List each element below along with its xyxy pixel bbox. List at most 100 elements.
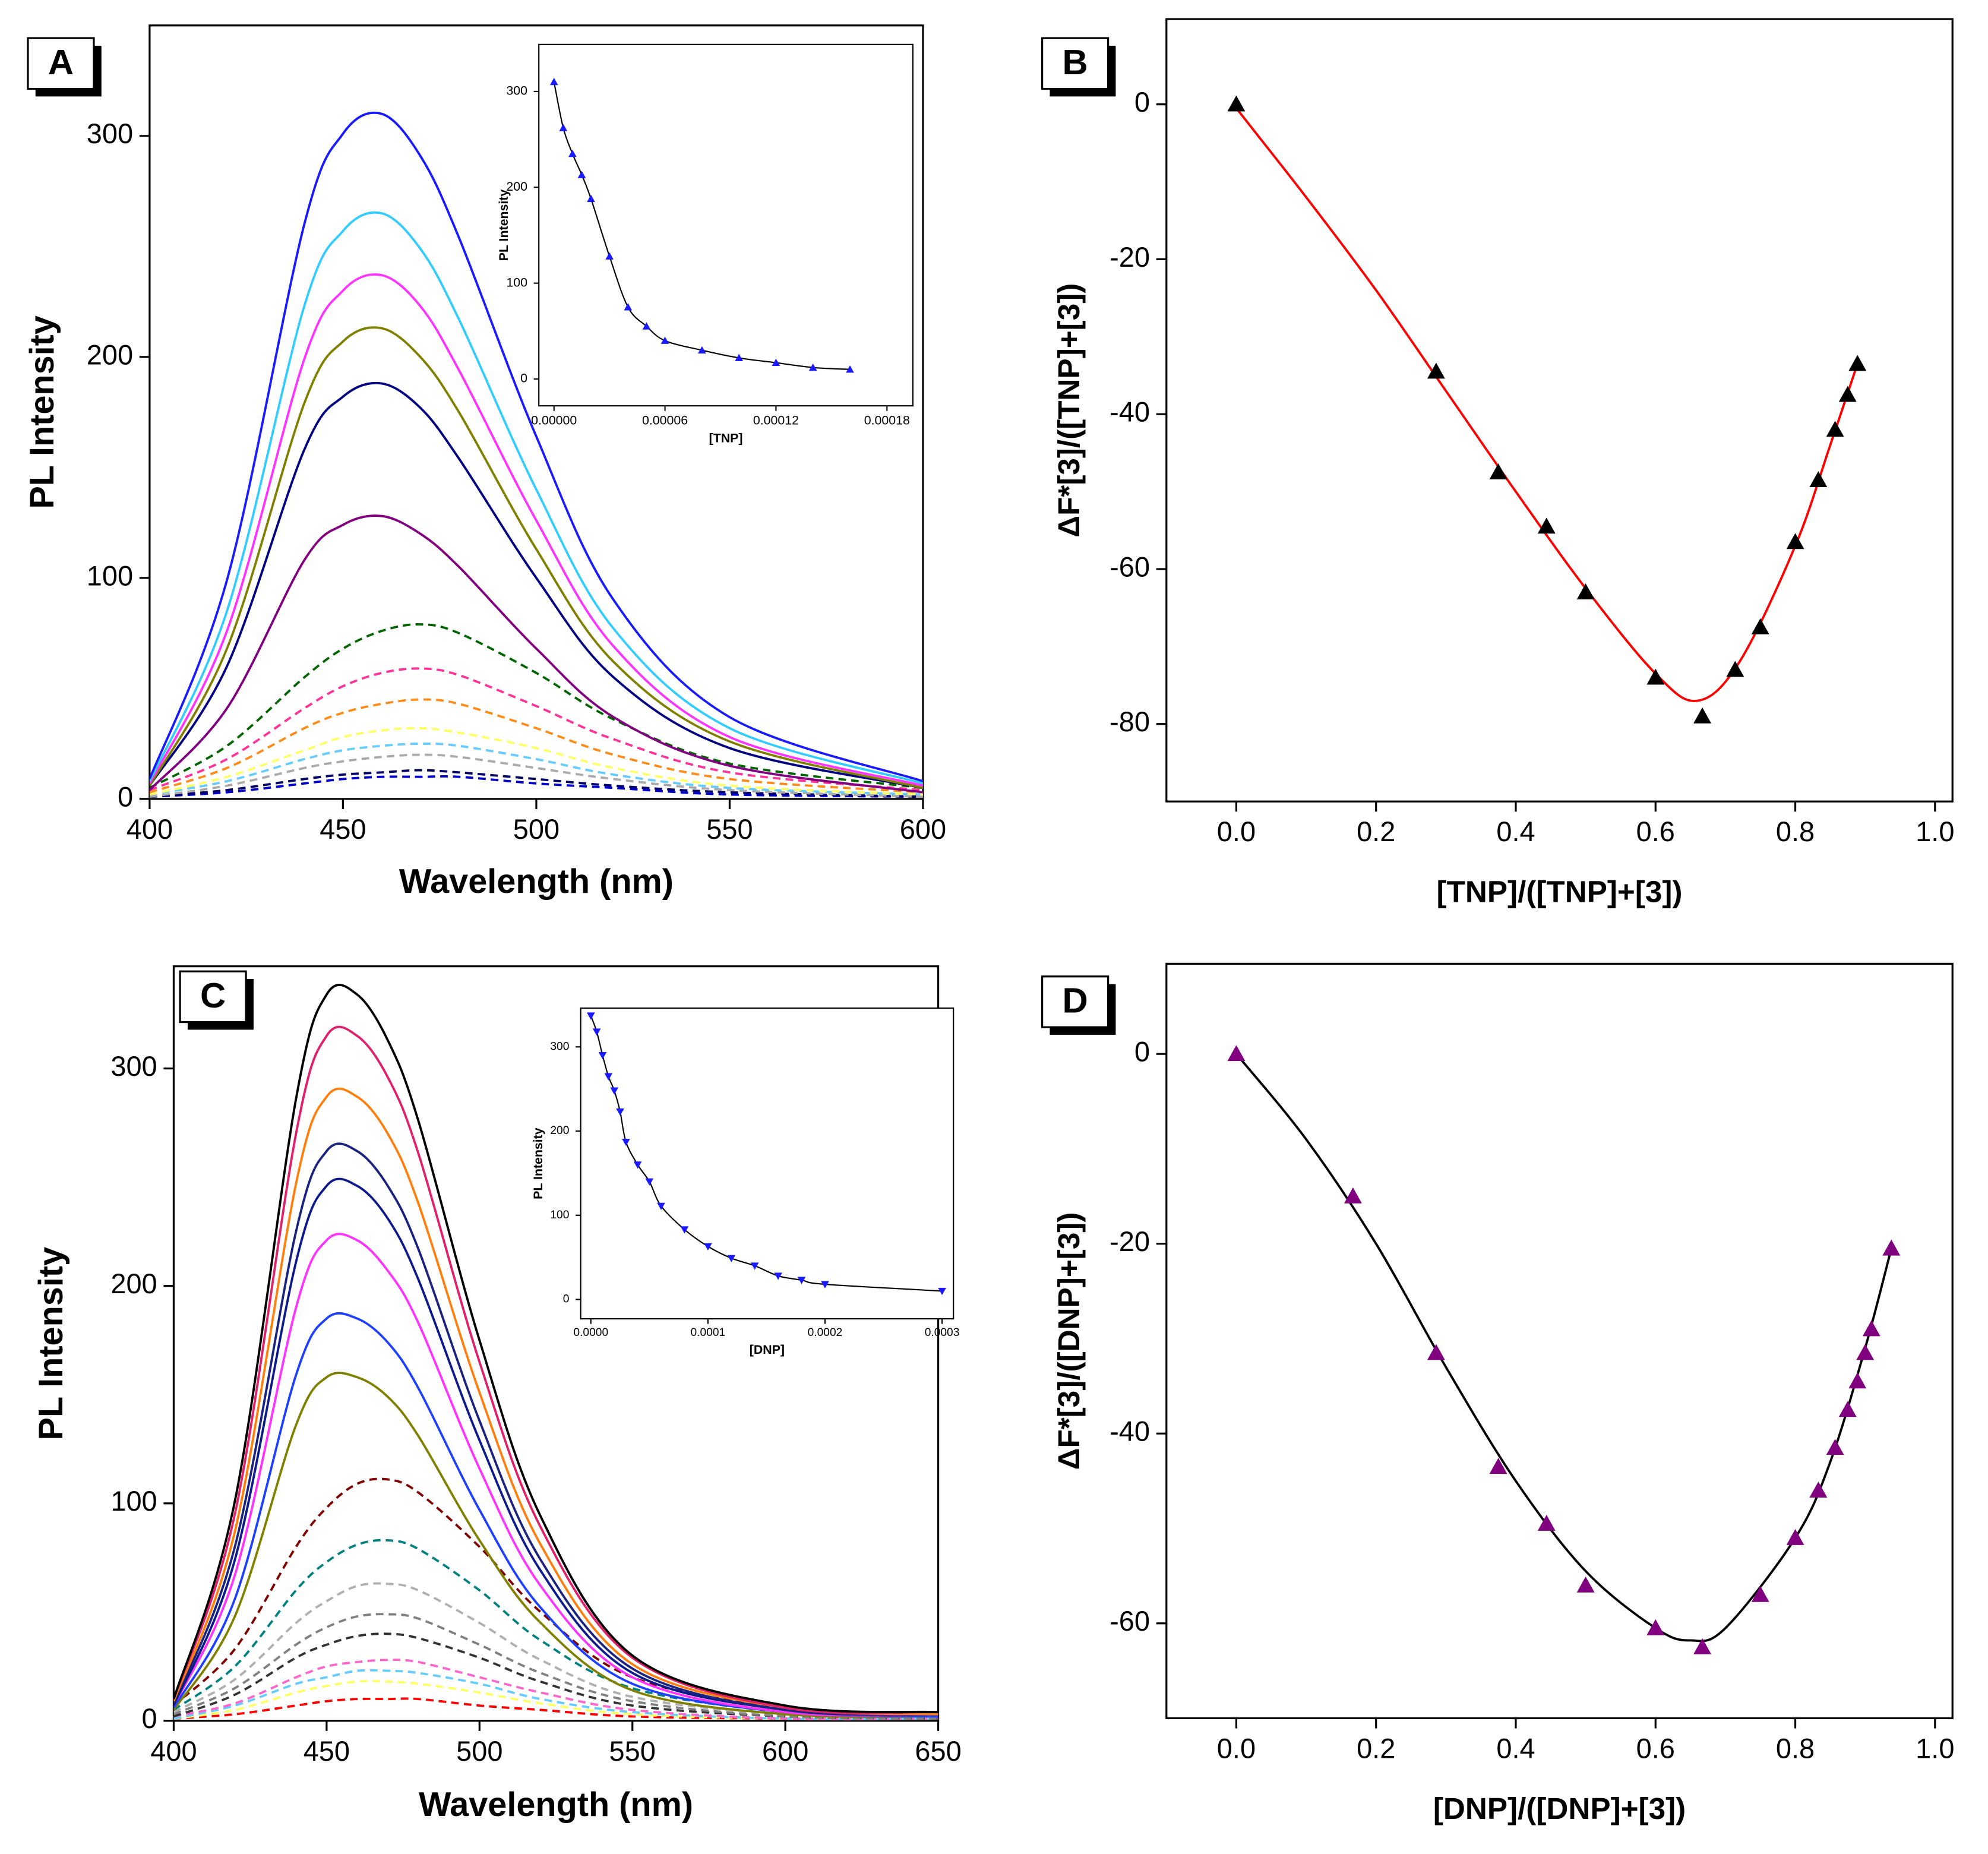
x-tick-label: 0.2 [1357,1733,1395,1764]
y-tick-label: 0 [1134,1036,1150,1067]
x-tick-label: 1.0 [1916,1733,1954,1764]
chart: 0.0 0.2 0.4 0.6 0.8 1.0 -80 -60 -40 -20 0 [TNP]/([T… [1041,18,1954,909]
spectrum-line [173,1613,938,1720]
y-tick-label: 0 [118,781,133,812]
x-tick-label: 1.0 [1916,816,1954,847]
x-tick-label: 600 [762,1735,808,1767]
marker [587,194,595,203]
x-tick-label: 600 [900,813,946,845]
panel-label-box [1041,37,1110,90]
spectrum-line [149,623,923,789]
x-tick-label: 0.4 [1496,1733,1535,1764]
x-axis-title: [TNP]/([TNP]+[3]) [1437,875,1683,909]
marker [633,1161,642,1169]
marker [808,363,817,371]
y-tick-label: 200 [550,1125,569,1137]
y-tick-label: -60 [1110,1605,1150,1637]
inset-chart: 0.00000 0.00006 0.00012 0.00018 0 100 200 300 [T… [497,43,914,445]
marker [772,358,780,367]
x-tick-label: 0.0003 [925,1326,960,1339]
chart: 0.0 0.2 0.4 0.6 0.8 1.0 -60 -40 -20 0 [DNP]/([DNP]… [1041,962,1954,1825]
marker [622,1138,630,1146]
y-tick-label: 300 [550,1040,569,1053]
marker [549,77,558,86]
plot-content [173,984,938,1721]
y-tick-label: 200 [506,179,527,194]
marker [1826,1439,1844,1455]
marker [657,1202,665,1210]
y-tick-label: 0 [563,1293,570,1306]
y-tick-label: -40 [1110,1416,1150,1447]
spectrum-line [173,984,938,1714]
x-tick-label: 450 [320,813,366,845]
spectrum-line [173,1659,938,1721]
x-tick-label: 0.6 [1636,1733,1675,1764]
marker [1848,355,1867,371]
y-tick-label: -20 [1110,241,1150,273]
panel-label-box [179,970,247,1024]
spectrum-line [173,1177,938,1716]
marker [1427,362,1445,379]
panel-label: A [48,42,74,82]
x-tick-label: 400 [127,813,173,845]
spectrum-line [149,775,923,798]
marker [1576,583,1595,600]
spectrum-line [173,1087,938,1716]
marker [1751,1585,1769,1602]
plot-content [149,111,923,798]
spectrum-line [173,1680,938,1720]
marker [616,1108,624,1116]
spectrum-line [149,326,923,789]
x-tick-label: 0.00012 [753,413,799,427]
marker [1344,1187,1362,1204]
x-tick-label: 550 [706,813,753,845]
y-tick-label: 300 [87,118,133,149]
marker [698,346,706,354]
x-tick-label: 500 [456,1735,502,1767]
x-tick-label: 0.4 [1496,816,1535,847]
y-tick-label: 300 [110,1050,157,1082]
spectrum-line [173,1312,938,1718]
panel-label: B [1063,42,1088,82]
marker [1489,1458,1507,1474]
marker [1862,1320,1880,1337]
y-tick-label: 0 [520,371,527,386]
marker [1227,1045,1246,1062]
y-tick-label: 100 [506,275,527,289]
y-axis-title: PL Intensity [531,1127,545,1199]
y-tick-label: 100 [87,560,133,591]
spectrum-line [149,698,923,794]
marker [1646,1619,1665,1635]
x-tick-label: 650 [915,1735,961,1767]
x-tick-label: 0.0002 [808,1326,843,1339]
marker [642,322,651,330]
marker [1838,386,1857,402]
marker [1427,1344,1445,1360]
x-axis-title: [DNP] [750,1343,785,1357]
marker [624,303,633,311]
marker [1751,618,1769,634]
plot-area [580,1007,955,1320]
x-tick-label: 0.00018 [864,413,910,427]
marker [1489,463,1507,479]
marker [1856,1344,1875,1360]
x-tick-label: 0.0000 [573,1326,608,1339]
marker [1786,533,1804,549]
inset-chart: 0.0000 0.0001 0.0002 0.0003 0 100 200 300 [DNP] P… [531,1007,960,1357]
y-tick-label: 200 [110,1268,157,1299]
y-axis-title: PL Intensity [23,315,61,509]
y-tick-label: -80 [1110,706,1150,737]
marker [704,1243,712,1251]
y-tick-label: 100 [110,1485,157,1517]
panel-label-box [27,37,95,90]
marker [1809,471,1828,487]
marker [1693,1638,1712,1654]
x-axis-title: Wavelength (nm) [419,1786,693,1824]
marker [1693,707,1712,724]
spectrum-line [149,273,923,787]
x-tick-label: 0.0 [1217,816,1256,847]
marker [1882,1239,1901,1256]
marker [821,1281,829,1288]
marker [598,1052,607,1060]
